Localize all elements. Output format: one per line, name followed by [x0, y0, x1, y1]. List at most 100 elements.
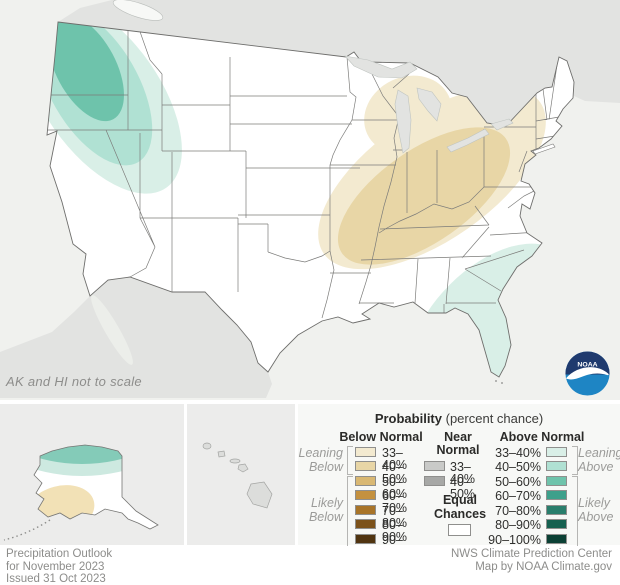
legend-swatch-below-50-60 [355, 476, 376, 486]
legend-swatch-below-33-40 [355, 447, 376, 457]
legend-swatch-below-80-90 [355, 519, 376, 529]
footer: Precipitation Outlook for November 2023 … [0, 546, 620, 585]
island-maui [237, 463, 249, 473]
legend-row-label: 70–80% [495, 504, 541, 518]
legend-swatch-above-40-50 [546, 461, 567, 471]
lake-huron [416, 87, 442, 122]
conus-map-area: AK and HI not to scale NOAA [0, 0, 620, 400]
noaa-logo: NOAA [565, 351, 610, 396]
great-lakes [344, 55, 514, 154]
alaska-outline [33, 444, 159, 530]
florida-keys [501, 382, 503, 384]
group-label-line: Above [578, 510, 614, 524]
group-label-line: Likely [311, 496, 343, 510]
lake-erie [446, 128, 490, 153]
group-label-line: Likely [578, 496, 610, 510]
legend-swatch-below-90-100 [355, 534, 376, 544]
legend-row-label: 80–90% [495, 518, 541, 532]
island-molokai [229, 458, 241, 464]
noaa-logo-text: NOAA [577, 362, 597, 369]
legend-row-label: 40–50% [450, 475, 476, 501]
legend-swatch-below-60-70 [355, 490, 376, 500]
legend-row-label: 60–70% [495, 489, 541, 503]
us-outline [46, 21, 575, 378]
footer-line: for November 2023 [6, 560, 105, 573]
group-label-likely-below: Likely Below [298, 496, 343, 524]
group-label-line: Above [578, 460, 614, 474]
hawaii-map [202, 442, 273, 509]
state-borders [47, 25, 562, 319]
group-label-leaning-below: Leaning Below [298, 446, 344, 474]
footer-line: Issued 31 Oct 2023 [6, 573, 106, 585]
gulf-of-california [91, 295, 133, 365]
footer-line: NWS Climate Prediction Center [450, 548, 612, 560]
bracket-leaning-above [572, 446, 578, 475]
legend-row-label: 33–40% [495, 446, 541, 460]
hawaii-islands [202, 442, 273, 509]
footer-line: Precipitation Outlook [6, 548, 113, 560]
legend-swatch-above-80-90 [546, 519, 567, 529]
noaa-logo-bird [565, 367, 609, 380]
legend-row-label: 33–40% [382, 446, 408, 472]
footer-issue-info: Precipitation Outlook for November 2023 … [6, 548, 112, 585]
legend-row-label: 90–100% [488, 533, 541, 547]
legend-swatch-above-50-60 [546, 476, 567, 486]
footer-credit: NWS Climate Prediction Center Map by NOA… [451, 548, 612, 574]
group-label-leaning-above: Leaning Above [578, 446, 620, 474]
legend-panel: Probability (percent chance) Below Norma… [298, 404, 620, 558]
island-hawaii [246, 481, 273, 509]
legend-row-label: 33–40% [450, 460, 476, 486]
legend-header-near: Near Normal [408, 431, 508, 457]
legend-swatch-equal-chances [448, 524, 471, 536]
legend-row-label: 80–90% [382, 518, 408, 544]
region-pnw-above-50-60 [48, 22, 124, 122]
equal-chances-line2: Chances [433, 507, 487, 521]
hawaii-inset-panel [187, 404, 295, 545]
vancouver-island [112, 0, 164, 21]
island-oahu [217, 450, 226, 458]
legend-header-near-line2: Normal [436, 443, 480, 457]
legend-swatch-above-60-70 [546, 490, 567, 500]
equal-chances-label: Equal Chances [420, 493, 500, 521]
legend-row-label: 40–50% [382, 460, 408, 486]
footer-line: Map by NOAA Climate.gov [475, 561, 612, 573]
legend-swatch-below-40-50 [355, 461, 376, 471]
us-precipitation-map [0, 0, 620, 400]
legend-title: Probability (percent chance) [298, 411, 620, 426]
legend-swatch-below-70-80 [355, 505, 376, 515]
long-island [532, 143, 556, 155]
legend-title-strong: Probability [374, 411, 442, 426]
mexico-landmass [0, 277, 272, 398]
island-kauai [202, 442, 212, 450]
florida-keys [495, 380, 497, 382]
group-label-line: Leaning [578, 446, 620, 460]
legend-row-label: 50–60% [495, 475, 541, 489]
alaska-inset-panel [0, 404, 184, 545]
equal-chances-line1: Equal [442, 493, 478, 507]
lake-ontario [490, 118, 514, 131]
legend-header-near-line1: Near [444, 430, 472, 444]
legend-header-below: Below Normal [339, 430, 423, 444]
alaska-map [3, 444, 159, 541]
lake-superior [344, 55, 418, 79]
group-label-line: Leaning [298, 446, 344, 460]
legend-swatch-above-70-80 [546, 505, 567, 515]
bracket-likely-below [347, 476, 353, 547]
scale-note: AK and HI not to scale [6, 374, 142, 389]
legend-title-suffix: (percent chance) [442, 411, 544, 426]
alaska-above-33-40 [34, 445, 158, 476]
group-label-line: Below [308, 460, 343, 474]
legend-row-label: 40–50% [495, 460, 541, 474]
legend-swatch-near-33-40 [424, 461, 445, 471]
lake-michigan [394, 89, 412, 154]
legend-row-label: 70–80% [382, 504, 408, 530]
region-midwest-below-40-50 [337, 127, 511, 265]
legend-header-above: Above Normal [499, 430, 585, 444]
legend-row-label: 60–70% [382, 489, 408, 515]
legend-swatch-near-40-50 [424, 476, 445, 486]
legend-swatch-above-33-40 [546, 447, 567, 457]
canada-landmass [58, 0, 620, 126]
group-label-line: Below [308, 510, 343, 524]
group-label-likely-above: Likely Above [578, 496, 620, 524]
